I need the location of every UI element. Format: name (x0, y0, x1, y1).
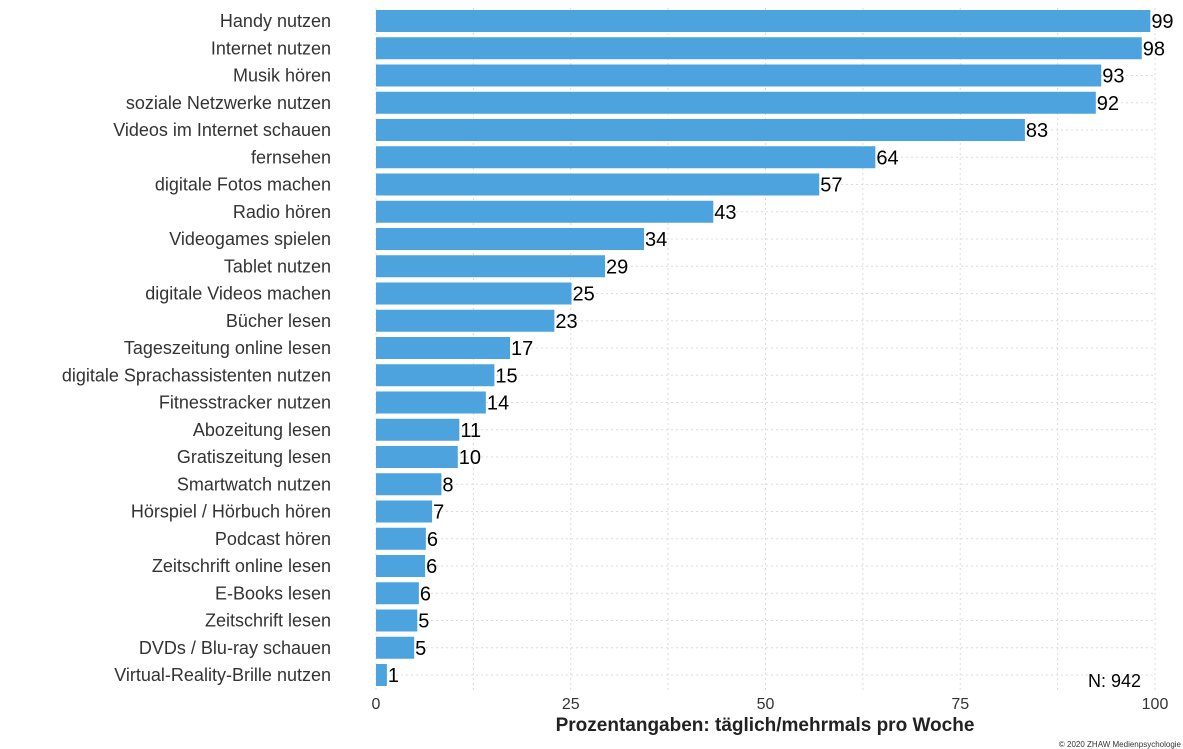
bar (376, 309, 555, 332)
value-label: 1 (388, 665, 399, 687)
category-label: Virtual-Reality-Brille nutzen (114, 665, 331, 685)
category-label: Tablet nutzen (224, 256, 331, 276)
category-label: Tageszeitung online lesen (124, 338, 331, 358)
bar (376, 582, 419, 605)
bar (376, 146, 876, 169)
bars-layer (376, 10, 1151, 686)
sample-size-label: N: 942 (1088, 671, 1141, 691)
value-label: 92 (1097, 93, 1119, 115)
bar (376, 527, 426, 550)
category-label: Fitnesstracker nutzen (159, 393, 331, 413)
bar (376, 418, 460, 441)
value-label: 10 (459, 447, 481, 469)
bar (376, 609, 418, 632)
value-label: 14 (487, 393, 509, 415)
bar (376, 500, 433, 523)
value-label: 17 (511, 338, 533, 360)
bar (376, 337, 510, 359)
x-tick-label: 100 (1142, 696, 1169, 713)
bar (376, 173, 820, 196)
bar (376, 255, 606, 278)
x-axis-ticks: 0 25 50 75 100 (372, 696, 1169, 713)
value-label: 43 (714, 202, 736, 224)
category-label: E-Books lesen (215, 583, 331, 603)
value-label: 83 (1026, 120, 1048, 142)
value-label: 6 (426, 556, 437, 578)
category-label: Internet nutzen (211, 38, 331, 58)
value-label: 64 (876, 147, 898, 169)
value-label: 5 (415, 638, 426, 660)
value-label: 8 (442, 474, 453, 496)
bar (376, 64, 1102, 87)
x-tick-label: 0 (372, 696, 381, 713)
bar (376, 664, 387, 686)
bar (376, 10, 1151, 32)
category-label: fernsehen (251, 147, 331, 167)
value-label: 99 (1151, 11, 1173, 33)
category-label: Zeitschrift online lesen (152, 556, 331, 576)
category-label: Zeitschrift lesen (205, 611, 331, 631)
category-label: Handy nutzen (220, 11, 331, 31)
category-label: Radio hören (233, 202, 331, 222)
category-label: Smartwatch nutzen (177, 474, 331, 494)
value-label: 15 (495, 365, 517, 387)
category-label: Podcast hören (215, 529, 331, 549)
category-labels: Handy nutzen Internet nutzen Musik hören so… (62, 11, 331, 685)
x-tick-label: 75 (951, 696, 969, 713)
value-label: 93 (1102, 66, 1124, 88)
bar (376, 119, 1025, 141)
value-label: 6 (420, 583, 431, 605)
value-label: 6 (427, 529, 438, 551)
bar (376, 228, 644, 250)
category-label: soziale Netzwerke nutzen (126, 93, 331, 113)
value-label: 29 (606, 256, 628, 278)
category-label: Bücher lesen (226, 311, 331, 331)
bar (376, 282, 572, 305)
category-label: Gratiszeitung lesen (177, 447, 331, 467)
copyright-label: © 2020 ZHAW Medienpsychologie (1059, 740, 1182, 749)
category-label: DVDs / Blu-ray schauen (139, 638, 331, 658)
bar (376, 200, 714, 223)
category-label: Videogames spielen (169, 229, 331, 249)
value-label: 25 (573, 284, 595, 306)
value-label: 57 (820, 175, 842, 197)
x-tick-label: 50 (757, 696, 775, 713)
category-label: digitale Fotos machen (155, 175, 331, 195)
x-tick-label: 25 (562, 696, 580, 713)
value-label: 7 (433, 502, 444, 524)
bar (376, 555, 426, 577)
bar (376, 473, 442, 496)
category-label: Hörspiel / Hörbuch hören (131, 502, 331, 522)
bar (376, 446, 458, 468)
category-label: Abozeitung lesen (193, 420, 331, 440)
bar (376, 91, 1096, 114)
category-label: digitale Sprachassistenten nutzen (62, 365, 331, 385)
value-label: 11 (460, 420, 481, 442)
value-label: 34 (645, 229, 667, 251)
value-label: 5 (418, 611, 429, 633)
value-label: 98 (1143, 38, 1165, 60)
bar (376, 364, 495, 387)
x-axis-title: Prozentangaben: täglich/mehrmals pro Woc… (556, 715, 975, 736)
category-label: digitale Videos machen (145, 284, 331, 304)
bar (376, 391, 486, 414)
category-label: Videos im Internet schauen (113, 120, 331, 140)
category-label: Musik hören (233, 66, 331, 86)
value-label: 23 (555, 311, 577, 333)
value-labels: 9998939283645743342925231715141110876665… (388, 11, 1174, 687)
bar (376, 636, 415, 659)
bar (376, 37, 1142, 60)
